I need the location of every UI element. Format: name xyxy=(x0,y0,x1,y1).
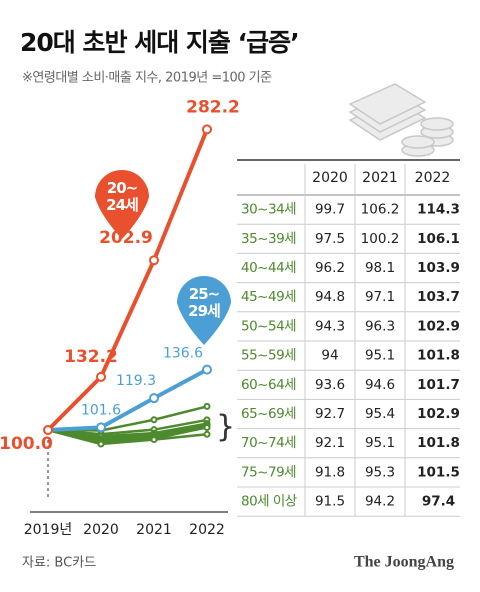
table-cell: 103.9 xyxy=(417,260,460,276)
table-cell: 92.7 xyxy=(315,406,345,422)
table-cell: 94.3 xyxy=(315,318,345,334)
value-label: 282.2 xyxy=(186,97,240,117)
table-cell: 102.9 xyxy=(417,406,460,422)
value-label: 101.6 xyxy=(81,402,121,418)
bracket: } xyxy=(216,410,235,445)
table-cell: 97.4 xyxy=(422,494,455,510)
money-icon xyxy=(348,83,454,157)
table-cell: 101.5 xyxy=(417,464,460,480)
series-line xyxy=(47,367,208,432)
row-label: 50~54세 xyxy=(241,318,296,334)
data-point xyxy=(202,364,212,375)
table-cell: 103.7 xyxy=(417,289,460,305)
data-point xyxy=(96,422,106,433)
table-cell: 93.6 xyxy=(315,377,345,393)
x-tick-label: 2019년 xyxy=(24,522,73,538)
data-point xyxy=(97,440,105,448)
data-point xyxy=(202,124,212,135)
table-header: 2020 xyxy=(312,170,348,186)
legend-pin xyxy=(176,275,231,345)
chart-subtitle: ※연령대별 소비·매출 지수, 2019년 =100 기준 xyxy=(22,71,272,86)
table-cell: 114.3 xyxy=(417,202,460,218)
row-label: 75~79세 xyxy=(241,464,296,480)
row-label: 70~74세 xyxy=(241,435,296,451)
table-cell: 94 xyxy=(321,348,338,364)
data-point xyxy=(96,371,106,382)
row-label: 30~34세 xyxy=(241,202,296,218)
table-cell: 95.1 xyxy=(365,348,395,364)
table-cell: 106.2 xyxy=(361,202,400,218)
data-point xyxy=(203,402,211,410)
table-cell: 95.1 xyxy=(365,435,395,451)
data-point xyxy=(149,393,159,404)
table-cell: 95.3 xyxy=(365,464,395,480)
row-label: 40~44세 xyxy=(241,260,296,276)
table-cell: 91.8 xyxy=(315,464,345,480)
x-tick-label: 2022 xyxy=(189,522,225,538)
data-point xyxy=(150,416,158,424)
table-cell: 95.4 xyxy=(365,406,395,422)
value-label: 119.3 xyxy=(116,373,156,389)
data-point xyxy=(150,436,158,444)
table-cell: 97.1 xyxy=(365,289,395,305)
table-cell: 94.6 xyxy=(365,377,395,393)
value-label: 136.6 xyxy=(163,346,203,362)
table-cell: 98.1 xyxy=(365,260,395,276)
table-cell: 91.5 xyxy=(315,494,345,510)
table-header: 2022 xyxy=(415,170,451,186)
legend-pin xyxy=(95,170,149,239)
table-cell: 96.3 xyxy=(365,318,395,334)
data-point xyxy=(149,255,159,266)
table-cell: 106.1 xyxy=(417,231,460,247)
x-tick-label: 2021 xyxy=(136,522,172,538)
table-cell: 96.2 xyxy=(315,260,345,276)
table-cell: 99.7 xyxy=(315,202,345,218)
legend-label: 20~ 24세 xyxy=(106,179,139,214)
row-label: 60~64세 xyxy=(241,377,296,393)
table-cell: 101.7 xyxy=(417,377,460,393)
data-point xyxy=(203,424,211,432)
table-cell: 101.8 xyxy=(417,348,460,364)
row-label: 45~49세 xyxy=(241,289,296,305)
table-cell: 102.9 xyxy=(417,318,460,334)
value-label: 202.9 xyxy=(99,228,153,248)
x-tick-label: 2020 xyxy=(83,522,119,538)
chart-title: 20대 초반 세대 지출 ‘급증’ xyxy=(20,28,299,57)
value-label: 132.2 xyxy=(64,347,118,367)
row-label: 35~39세 xyxy=(241,231,296,247)
table-cell: 92.1 xyxy=(315,435,345,451)
table-cell: 94.8 xyxy=(315,289,345,305)
value-label: 100.0 xyxy=(0,434,53,454)
table-header: 2021 xyxy=(362,170,398,186)
series-line xyxy=(47,428,208,446)
series-line xyxy=(46,128,209,432)
data-point xyxy=(203,430,211,438)
logo: The JoongAng xyxy=(354,554,454,571)
table-cell: 101.8 xyxy=(417,435,460,451)
table-cell: 94.2 xyxy=(365,494,395,510)
table-cell: 97.5 xyxy=(315,231,345,247)
data-point xyxy=(43,425,53,435)
legend-label: 25~ 29세 xyxy=(188,285,221,320)
row-label: 55~59세 xyxy=(241,348,296,364)
source: 자료: BC카드 xyxy=(22,556,96,571)
row-label: 80세 이상 xyxy=(241,494,297,510)
table-cell: 100.2 xyxy=(361,231,400,247)
row-label: 65~69세 xyxy=(241,406,296,422)
